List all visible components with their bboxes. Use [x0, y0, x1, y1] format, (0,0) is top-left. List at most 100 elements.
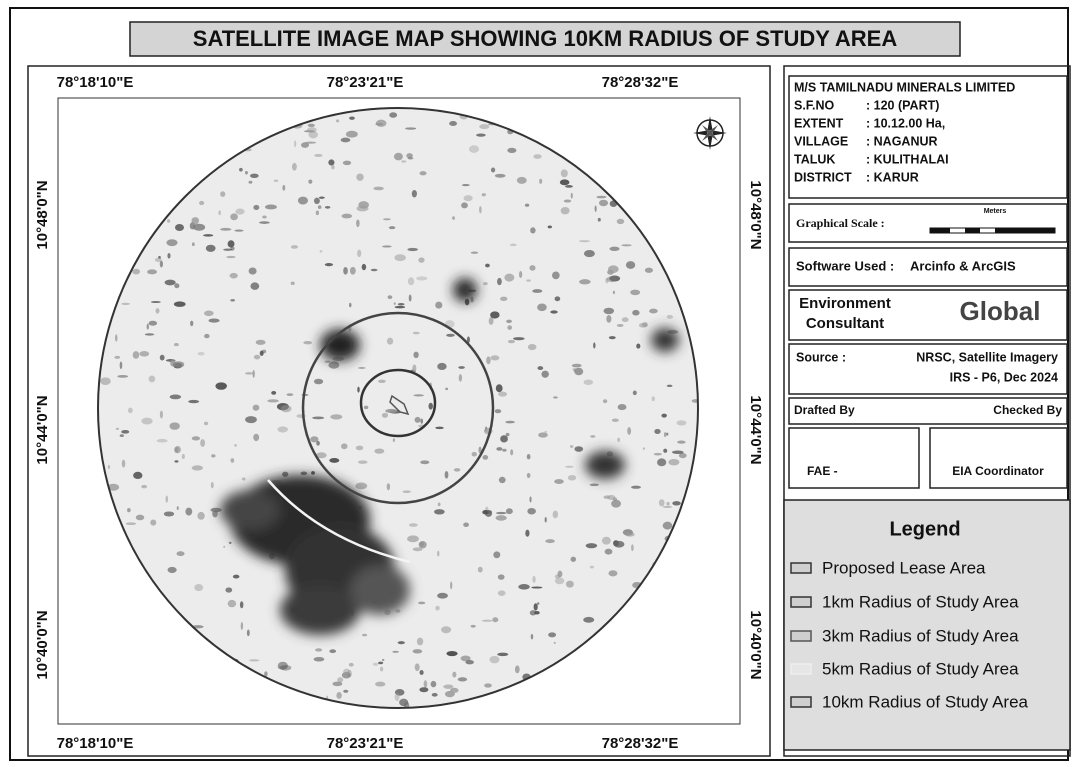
texture-spot [167, 252, 171, 259]
radius-3km [301, 311, 495, 505]
texture-spot [418, 257, 425, 263]
texture-spot [662, 521, 673, 530]
texture-spot [612, 290, 615, 295]
scale-label: Graphical Scale : [796, 216, 885, 230]
texture-spot [527, 343, 537, 351]
texture-spot [544, 430, 548, 434]
texture-spot [117, 375, 129, 378]
texture-spot [232, 574, 240, 579]
radius-1km [359, 368, 437, 438]
texture-spot [125, 522, 137, 525]
texture-spot [531, 586, 543, 589]
texture-spot [541, 370, 549, 378]
texture-spot [244, 372, 254, 375]
texture-spot [414, 663, 420, 672]
grid-label: 10°48'0"N [34, 180, 51, 249]
texture-spot [234, 444, 237, 447]
texture-spot [574, 446, 584, 452]
texture-spot [234, 229, 244, 232]
texture-spot [583, 249, 595, 258]
texture-spot [604, 548, 613, 555]
texture-spot [223, 248, 233, 251]
texture-spot [458, 366, 465, 369]
texture-spot [389, 112, 398, 118]
texture-spot [428, 402, 433, 410]
texture-spot [128, 407, 133, 414]
texture-spot [495, 515, 507, 521]
grid-label: 10°44'0"N [747, 395, 764, 464]
texture-spot [377, 379, 386, 383]
texture-spot [349, 116, 355, 120]
texture-spot [666, 432, 669, 436]
texture-spot [159, 410, 163, 419]
texture-spot [479, 206, 482, 214]
texture-spot [115, 334, 118, 342]
texture-spot [544, 516, 547, 523]
texture-spot [411, 190, 417, 198]
texture-spot [611, 499, 622, 508]
texture-spot [387, 295, 393, 300]
texture-spot [666, 384, 673, 388]
texture-spot [668, 458, 680, 466]
legend-item: 5km Radius of Study Area [822, 659, 1019, 678]
outer-frame [9, 7, 1069, 761]
texture-spot [204, 333, 210, 339]
texture-spot [336, 692, 342, 699]
texture-spot [497, 277, 502, 286]
texture-spot [220, 191, 226, 197]
texture-spot [412, 547, 423, 552]
grid-label: 10°44'0"N [34, 395, 51, 464]
texture-spot [375, 681, 386, 687]
radius-5km-arc [267, 479, 411, 564]
texture-spot [121, 429, 130, 434]
texture-spot [597, 217, 601, 222]
hill [280, 585, 360, 635]
texture-spot [277, 661, 288, 670]
texture-spot [357, 460, 368, 464]
grid-label: 78°23'21"E [327, 74, 404, 91]
legend-item: Proposed Lease Area [822, 558, 986, 577]
texture-spot [662, 505, 673, 508]
texture-spot [373, 186, 384, 191]
texture-spot [280, 405, 292, 413]
texture-spot [388, 226, 396, 230]
texture-spot [490, 355, 500, 361]
texture-spot [530, 227, 536, 234]
texture-spot [408, 294, 412, 302]
compass-star [702, 125, 718, 141]
texture-spot [226, 255, 236, 259]
texture-spot [185, 507, 193, 516]
grid-label: 78°18'10"E [57, 74, 134, 91]
texture-spot [176, 506, 179, 510]
texture-spot [657, 458, 667, 467]
texture-spot [107, 464, 111, 470]
texture-spot [329, 457, 340, 463]
texture-spot [381, 412, 389, 418]
radius-10km [97, 107, 699, 709]
texture-spot [133, 471, 143, 480]
texture-spot [235, 208, 245, 215]
texture-spot [383, 218, 391, 221]
texture-spot [560, 169, 568, 178]
texture-spot [601, 536, 611, 545]
texture-spot [230, 298, 235, 302]
texture-spot [553, 641, 556, 644]
texture-spot [218, 210, 221, 216]
texture-spot [401, 160, 407, 163]
consultant-line: Environment [799, 295, 891, 312]
texture-spot [150, 300, 161, 304]
texture-spot [114, 355, 121, 359]
texture-spot [530, 633, 534, 640]
texture-spot [419, 541, 424, 547]
texture-spot [349, 302, 352, 308]
texture-spot [154, 257, 162, 263]
texture-spot [265, 204, 277, 210]
texture-spot [423, 680, 428, 688]
texture-spot [631, 544, 634, 552]
legend-item: 10km Radius of Study Area [822, 692, 1029, 711]
company-name: M/S TAMILNADU MINERALS LIMITED [794, 80, 1015, 94]
texture-spot [141, 484, 148, 489]
texture-spot [506, 319, 512, 324]
texture-spot [539, 178, 543, 184]
texture-spot [314, 153, 323, 157]
